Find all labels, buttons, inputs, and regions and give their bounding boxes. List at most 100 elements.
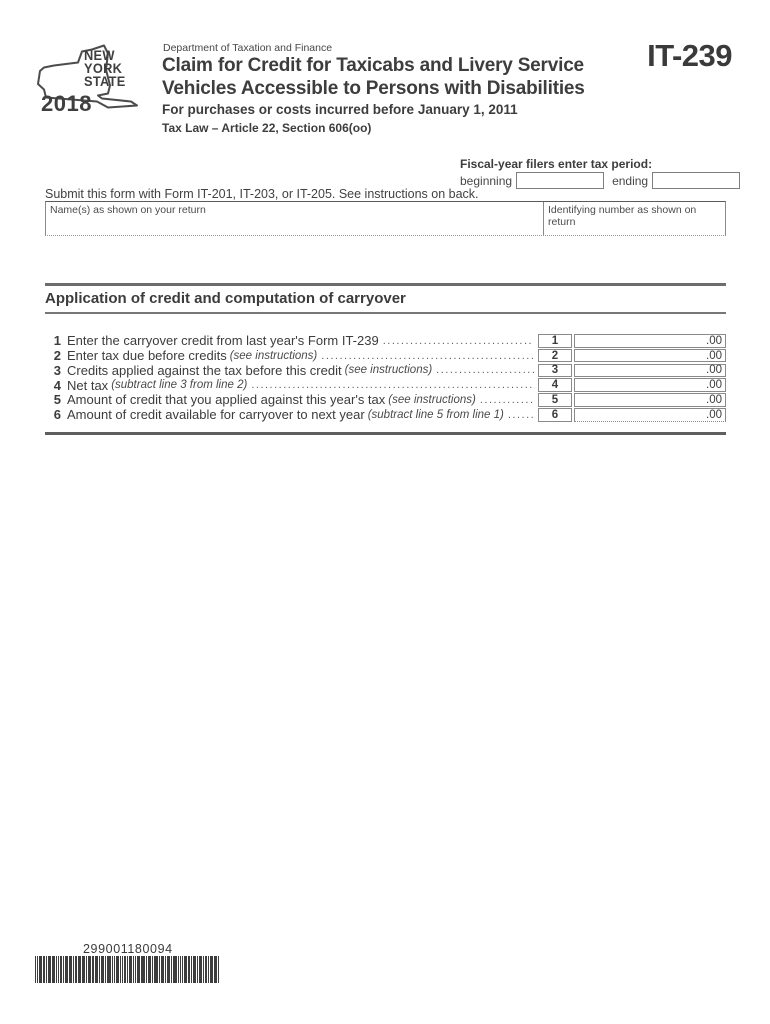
line-number-box: 1 bbox=[538, 334, 572, 348]
barcode-bar bbox=[100, 956, 104, 983]
line-note: (subtract line 3 from line 2) bbox=[111, 379, 248, 392]
amount-input-box[interactable]: .00 bbox=[574, 363, 726, 378]
amount-input-box[interactable]: .00 bbox=[574, 378, 726, 392]
barcode-bar bbox=[93, 956, 95, 983]
logo-line-state: STATE bbox=[84, 74, 126, 89]
barcode-bar bbox=[63, 956, 65, 983]
barcode-bar bbox=[197, 956, 198, 983]
barcode-bar bbox=[142, 956, 146, 983]
beginning-date-input[interactable] bbox=[516, 172, 605, 189]
dot-leader bbox=[480, 394, 534, 406]
credit-line-table: 1 Enter the carryover credit from last y… bbox=[45, 333, 726, 423]
barcode-bar bbox=[112, 956, 114, 983]
barcode-bar bbox=[51, 956, 55, 983]
barcode-bar bbox=[198, 956, 202, 983]
amount-input-box[interactable]: .00 bbox=[574, 334, 726, 348]
taxpayer-info-box: Name(s) as shown on your return Identify… bbox=[45, 201, 726, 236]
line-label: Amount of credit available for carryover… bbox=[67, 407, 365, 423]
barcode-bar bbox=[132, 956, 134, 983]
line-label: Net tax bbox=[67, 377, 109, 393]
fiscal-period-row: beginning ending bbox=[460, 172, 741, 189]
line-number-box: 5 bbox=[538, 393, 572, 407]
barcode-bar bbox=[46, 956, 48, 983]
barcode-bar bbox=[161, 956, 165, 983]
barcode-bar bbox=[166, 956, 170, 983]
barcode-bar bbox=[178, 956, 180, 983]
barcode-bar bbox=[85, 956, 87, 983]
line-number-box: 3 bbox=[538, 363, 572, 378]
section-bottom-rule bbox=[45, 432, 726, 436]
barcode-bar bbox=[48, 956, 52, 983]
tax-year: 2018 bbox=[41, 91, 92, 116]
credit-line-row: 6 Amount of credit available for carryov… bbox=[45, 407, 726, 423]
dot-leader bbox=[436, 364, 534, 376]
barcode-bar bbox=[76, 956, 78, 983]
barcode-bar bbox=[129, 956, 133, 983]
barcode-bar bbox=[148, 956, 151, 983]
line-number: 6 bbox=[53, 407, 61, 423]
barcode-bar bbox=[174, 956, 178, 983]
line-number: 3 bbox=[53, 362, 61, 378]
barcode-bar bbox=[119, 956, 121, 983]
line-number-box: 2 bbox=[538, 348, 572, 363]
line-number: 1 bbox=[53, 333, 61, 349]
barcode-bar bbox=[72, 956, 74, 983]
credit-line-row: 5 Amount of credit that you applied agai… bbox=[45, 392, 726, 408]
barcode-bar bbox=[106, 956, 108, 983]
barcode-bar bbox=[68, 956, 72, 983]
line-note: (see instructions) bbox=[229, 349, 318, 362]
submit-instructions: Submit this form with Form IT-201, IT-20… bbox=[45, 187, 479, 201]
barcode-bar bbox=[35, 956, 36, 983]
credit-line-row: 1 Enter the carryover credit from last y… bbox=[45, 333, 726, 349]
barcode-bar bbox=[217, 956, 219, 983]
barcode-bar bbox=[121, 956, 123, 983]
ending-label: ending bbox=[612, 173, 649, 188]
line-number: 5 bbox=[53, 392, 61, 408]
line-label: Enter the carryover credit from last yea… bbox=[67, 333, 379, 349]
barcode-bar bbox=[170, 956, 172, 983]
barcode-bar bbox=[165, 956, 166, 983]
barcode-bar bbox=[172, 956, 174, 983]
line-number-box: 6 bbox=[538, 407, 572, 422]
barcode-bar bbox=[55, 956, 57, 983]
barcode-bar bbox=[202, 956, 204, 983]
name-field[interactable]: Name(s) as shown on your return bbox=[46, 202, 544, 235]
barcode-bar bbox=[191, 956, 193, 983]
barcode-bar bbox=[208, 956, 210, 983]
identifying-number-field[interactable]: Identifying number as shown on return bbox=[544, 202, 725, 235]
line-note: (see instructions) bbox=[344, 364, 433, 377]
barcode-bar bbox=[61, 956, 63, 983]
amount-input-box[interactable]: .00 bbox=[574, 348, 726, 363]
tax-law-reference: Tax Law – Article 22, Section 606(oo) bbox=[162, 121, 372, 135]
barcode-bar bbox=[123, 956, 127, 983]
barcode-bar bbox=[42, 956, 46, 983]
form-title-line1: Claim for Credit for Taxicabs and Livery… bbox=[162, 55, 584, 76]
dot-leader bbox=[383, 335, 534, 347]
logo-text: NEW YORK STATE bbox=[84, 48, 126, 89]
line-note: (subtract line 5 from line 1) bbox=[367, 408, 504, 421]
agency-name: Department of Taxation and Finance bbox=[163, 42, 333, 54]
barcode-bar bbox=[99, 956, 100, 983]
barcode-bar bbox=[59, 956, 61, 983]
barcode-bar bbox=[180, 956, 181, 983]
barcode-bar bbox=[136, 956, 140, 983]
line-note: (see instructions) bbox=[388, 393, 476, 406]
ending-date-input[interactable] bbox=[652, 172, 741, 189]
section-under-rule bbox=[45, 312, 726, 314]
barcode-bar bbox=[193, 956, 197, 983]
section-title: Application of credit and computation of… bbox=[45, 290, 406, 307]
beginning-label: beginning bbox=[460, 173, 513, 188]
dot-leader bbox=[321, 350, 534, 362]
barcode-bar bbox=[57, 956, 59, 983]
barcode-bar bbox=[95, 956, 99, 983]
barcode-bar bbox=[127, 956, 129, 983]
logo-line-new: NEW bbox=[84, 48, 115, 63]
barcode-bar bbox=[114, 956, 116, 983]
barcode-bar bbox=[181, 956, 183, 983]
credit-line-row: 4 Net tax (subtract line 3 from line 2) … bbox=[45, 377, 726, 393]
amount-input-box[interactable]: .00 bbox=[574, 393, 726, 407]
amount-input-box[interactable]: .00 bbox=[574, 407, 726, 422]
barcode-bar bbox=[183, 956, 187, 983]
barcode-bar bbox=[134, 956, 136, 983]
